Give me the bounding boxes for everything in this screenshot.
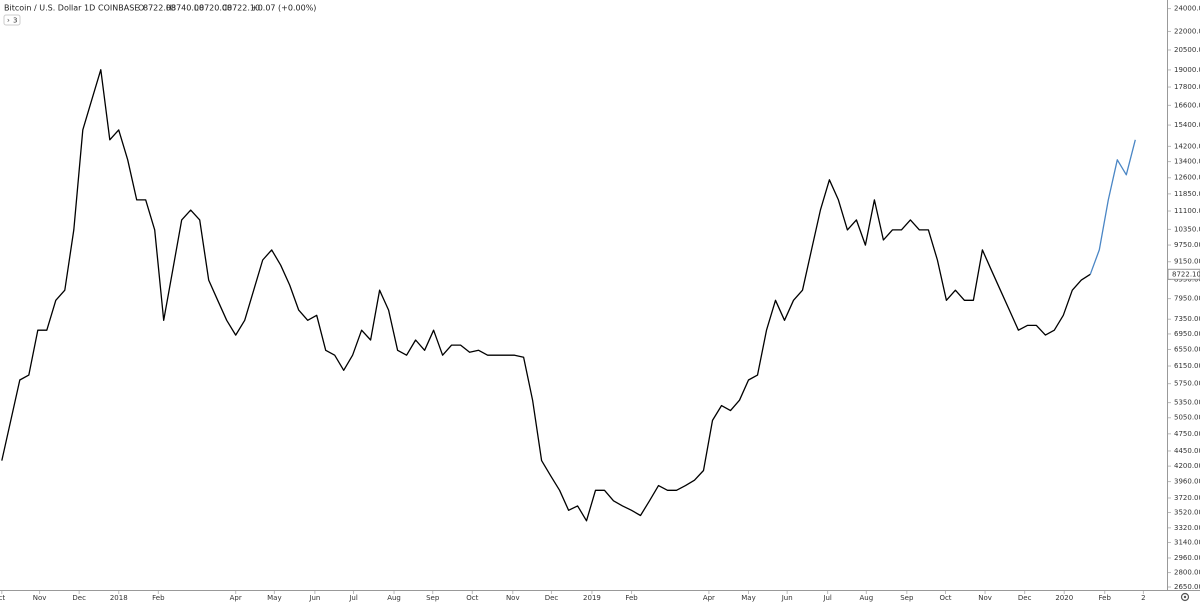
ohlc-key: C bbox=[222, 4, 228, 13]
interval[interactable]: 1D bbox=[84, 4, 95, 13]
x-tick-label: Oct bbox=[466, 594, 478, 602]
x-tick-label: Aug bbox=[387, 594, 401, 602]
y-tick-label: 11100.00 bbox=[1174, 207, 1200, 215]
ohlc-key: L bbox=[194, 4, 199, 13]
y-tick-label: 3520.00 bbox=[1174, 508, 1200, 516]
y-tick-label: 2650.00 bbox=[1174, 583, 1200, 591]
x-tick-label: Apr bbox=[703, 594, 715, 602]
y-tick-label: 24000.00 bbox=[1174, 5, 1200, 13]
y-tick-label: 2960.00 bbox=[1174, 554, 1200, 562]
y-tick-label: 6950.00 bbox=[1174, 330, 1200, 338]
indicator-count: 3 bbox=[13, 17, 17, 25]
y-tick-label: 4200.00 bbox=[1174, 462, 1200, 470]
x-tick-label: Jun bbox=[781, 594, 793, 602]
ohlc-key: O bbox=[138, 4, 144, 13]
ohlc-key: H bbox=[166, 4, 172, 13]
y-tick-label: 5750.00 bbox=[1174, 380, 1200, 388]
y-tick-label: 22000.00 bbox=[1174, 27, 1200, 35]
x-tick-label: May bbox=[267, 594, 281, 602]
symbol[interactable]: Bitcoin / U.S. Dollar bbox=[4, 4, 82, 13]
ohlc-value: 8722.10 bbox=[227, 4, 260, 13]
x-tick-label: Sep bbox=[900, 594, 914, 602]
y-tick-label: 3140.00 bbox=[1174, 538, 1200, 546]
y-tick-label: 19000.00 bbox=[1174, 66, 1200, 74]
y-tick-label: 13400.00 bbox=[1174, 158, 1200, 166]
x-tick-label: Dec bbox=[72, 594, 86, 602]
settings-icon[interactable] bbox=[1180, 592, 1190, 602]
price-line bbox=[1, 69, 1091, 522]
y-tick-label: 4750.00 bbox=[1174, 430, 1200, 438]
y-tick-label: 15400.00 bbox=[1174, 121, 1200, 129]
y-tick-label: 20500.00 bbox=[1174, 46, 1200, 54]
gear bbox=[1180, 592, 1190, 602]
y-tick-label: 2800.00 bbox=[1174, 569, 1200, 577]
x-tick-label: Apr bbox=[230, 594, 242, 602]
x-tick-label: Oct bbox=[939, 594, 951, 602]
y-tick-label: 7950.00 bbox=[1174, 295, 1200, 303]
price-line bbox=[1089, 139, 1136, 275]
y-tick-label: 4450.00 bbox=[1174, 447, 1200, 455]
x-tick-label: Jun bbox=[308, 594, 320, 602]
y-tick-label: 7350.00 bbox=[1174, 315, 1200, 323]
x-tick-label: Jul bbox=[348, 594, 358, 602]
y-tick-label: 6150.00 bbox=[1174, 362, 1200, 370]
y-tick-label: 3320.00 bbox=[1174, 524, 1200, 532]
y-tick-label: 3960.00 bbox=[1174, 478, 1200, 486]
y-tick-label: 9150.00 bbox=[1174, 258, 1200, 266]
x-tick-label: May bbox=[741, 594, 755, 602]
y-tick-label: 12600.00 bbox=[1174, 174, 1200, 182]
ohlc-value: 8720.00 bbox=[199, 4, 232, 13]
toggle-arrow: › bbox=[7, 17, 10, 25]
x-tick-label: Dec bbox=[545, 594, 559, 602]
y-tick-label: 5350.00 bbox=[1174, 399, 1200, 407]
indicator-toggle[interactable] bbox=[3, 14, 21, 26]
x-tick-label: 2020 bbox=[1055, 594, 1073, 602]
x-tick-label: 2019 bbox=[583, 594, 601, 602]
exchange[interactable]: COINBASE bbox=[98, 4, 139, 13]
plot-area bbox=[1, 69, 1136, 522]
x-tick-label: Nov bbox=[978, 594, 992, 602]
x-tick-label: Nov bbox=[33, 594, 47, 602]
y-tick-label: 3720.00 bbox=[1174, 494, 1200, 502]
y-tick-label: 11850.00 bbox=[1174, 190, 1200, 198]
y-tick-label: 10350.00 bbox=[1174, 225, 1200, 233]
x-tick-label: Nov bbox=[506, 594, 520, 602]
x-tick-label: Aug bbox=[859, 594, 873, 602]
x-tick-label: Feb bbox=[625, 594, 638, 602]
x-tick-label: 2018 bbox=[110, 594, 128, 602]
change: +0.07 (+0.00%) bbox=[251, 4, 316, 13]
ohlc-value: 8740.00 bbox=[171, 4, 204, 13]
axes: 24000.00 22000.00 20500.00 19000.00 17800.00… bbox=[0, 5, 1200, 602]
x-tick-label: Feb bbox=[1099, 594, 1112, 602]
x-tick-label: Sep bbox=[426, 594, 440, 602]
y-tick-label: 17800.00 bbox=[1174, 83, 1200, 91]
x-tick-label: Dec bbox=[1018, 594, 1032, 602]
y-tick-label: 16600.00 bbox=[1174, 101, 1200, 109]
x-tick-label: Feb bbox=[152, 594, 165, 602]
gear-center bbox=[1183, 595, 1187, 599]
last-price-box bbox=[1167, 268, 1200, 280]
y-tick-label: 6550.00 bbox=[1174, 345, 1200, 353]
y-tick-label: 5050.00 bbox=[1174, 414, 1200, 422]
x-tick-label: Jul bbox=[822, 594, 832, 602]
x-tick-label: ct bbox=[0, 594, 5, 602]
y-tick-label: 14200.00 bbox=[1174, 142, 1200, 150]
last-price-label: 8722.10 bbox=[1172, 270, 1200, 278]
ohlc-value: 8722.03 bbox=[143, 4, 176, 13]
y-tick-label: 9750.00 bbox=[1174, 241, 1200, 249]
x-tick-label: 2 bbox=[1141, 594, 1145, 602]
